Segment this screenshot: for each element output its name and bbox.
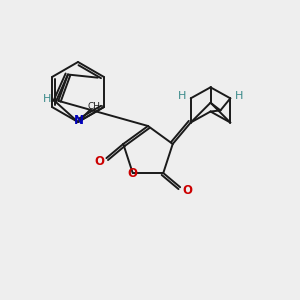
Text: N: N	[74, 115, 84, 128]
Text: H: H	[178, 91, 186, 101]
Text: CH₃: CH₃	[87, 102, 104, 111]
Text: H: H	[43, 94, 52, 104]
Text: O: O	[128, 167, 138, 179]
Text: O: O	[94, 154, 104, 168]
Text: O: O	[182, 184, 192, 197]
Text: H: H	[235, 91, 244, 101]
